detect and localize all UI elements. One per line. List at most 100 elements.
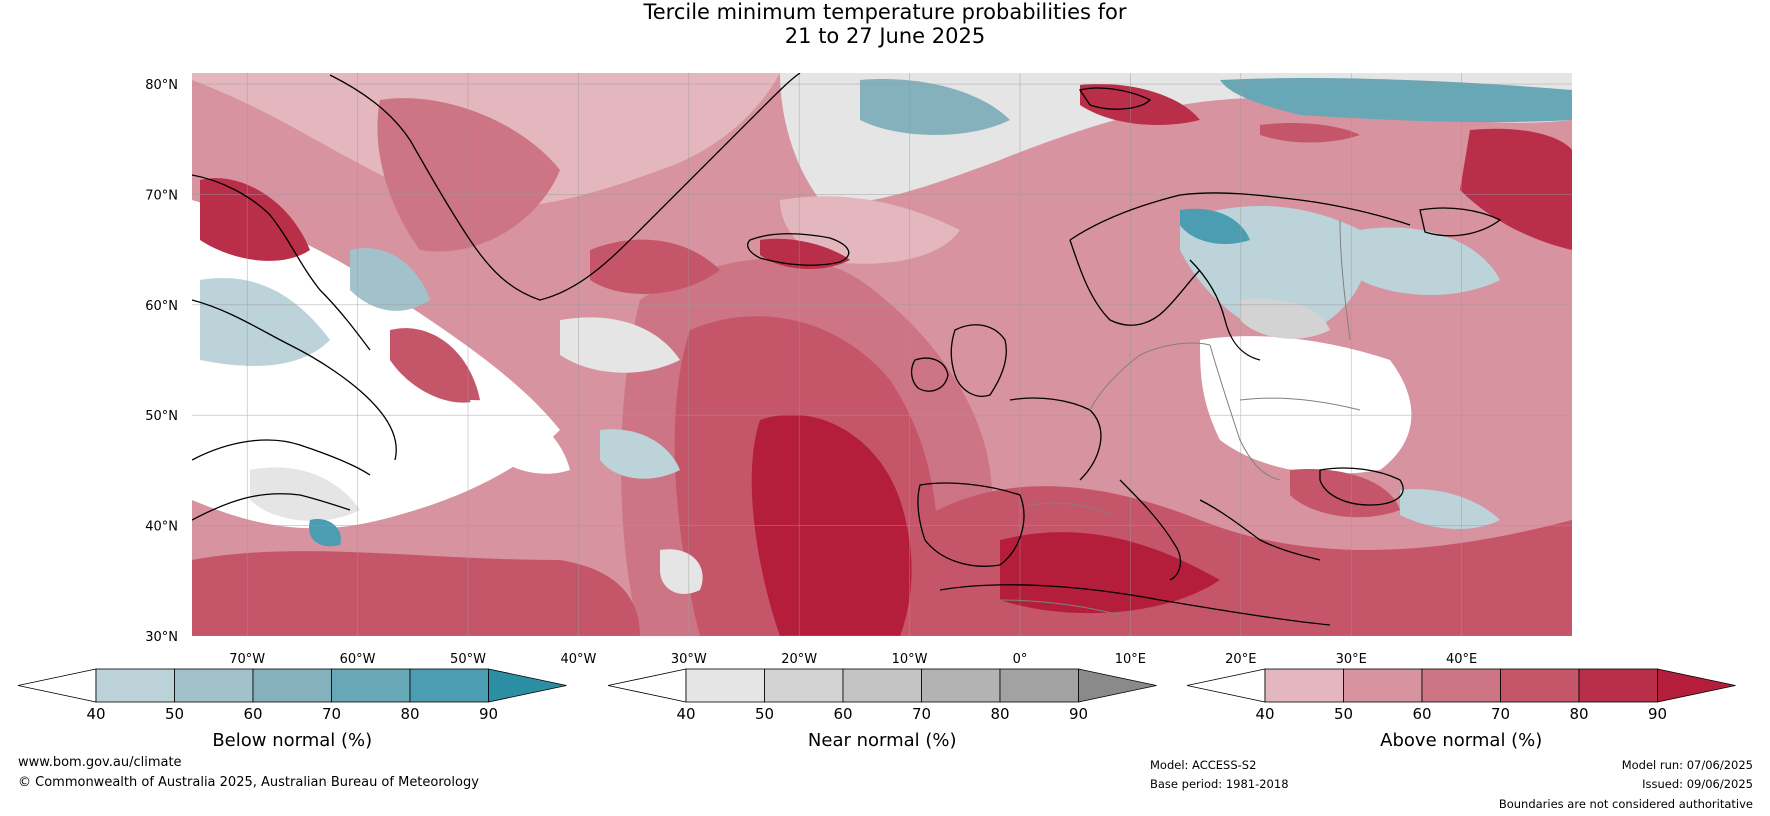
coast-baffin <box>192 174 371 351</box>
coast-norway-south <box>1069 239 1201 326</box>
hudson-cool <box>350 248 430 311</box>
lat-tick-label: 70°N <box>145 188 178 203</box>
colorbar-tick-label: 40 <box>676 705 695 723</box>
colorbar-near: 40 50 60 70 80 90 Near normal (%) <box>607 668 1157 751</box>
lon-tick-label: 10°W <box>892 652 928 667</box>
colorbar-segment <box>1578 668 1658 703</box>
labrador-warm-patch <box>390 328 480 403</box>
colorbar-segment <box>409 668 489 703</box>
colorbar-segment <box>685 668 765 703</box>
colorbar-title: Above normal (%) <box>1380 730 1542 751</box>
irminger-warm <box>590 239 720 294</box>
colorbar-tick-label: 90 <box>1648 705 1667 723</box>
lon-tick-label: 70°W <box>229 652 265 667</box>
colorbar-tick-label: 90 <box>1069 705 1088 723</box>
chart-title: Tercile minimum temperature probabilitie… <box>0 0 1770 48</box>
lon-tick-label: 40°E <box>1446 652 1477 667</box>
colorbar-segment <box>842 668 922 703</box>
azores-near-patch <box>660 549 703 594</box>
website-text: www.bom.gov.au/climate <box>18 755 182 770</box>
baltic-near <box>1240 298 1330 339</box>
colorbar-segment <box>999 668 1079 703</box>
colorbar-segment <box>1264 668 1344 703</box>
lon-tick-label: 20°E <box>1225 652 1256 667</box>
colorbar-segment <box>1343 668 1423 703</box>
lon-tick-label: 30°W <box>671 652 707 667</box>
southwest-warm <box>192 551 640 636</box>
colorbar-tick-label: 60 <box>243 705 262 723</box>
border-finland <box>1339 219 1351 341</box>
russia-north-cool <box>1360 227 1500 295</box>
coast-greenland <box>329 73 801 301</box>
coast-iceland <box>747 233 850 266</box>
colorbar-tick-label: 70 <box>1491 705 1510 723</box>
caspian-cool <box>1400 489 1500 530</box>
colorbar-right-extend <box>488 668 567 703</box>
baffin-warm <box>200 178 310 261</box>
coast-balkans <box>1199 499 1321 561</box>
issued-text: Issued: 09/06/2025 <box>1642 777 1753 791</box>
norwegian-pale <box>780 196 960 264</box>
latitude-ticks: 80°N 70°N 60°N 50°N 40°N 30°N <box>145 78 178 645</box>
colorbar-title: Below normal (%) <box>212 730 372 751</box>
colorbar-tick-label: 90 <box>479 705 498 723</box>
base-period-text: Base period: 1981-2018 <box>1150 777 1289 791</box>
colorbar-tick-label: 60 <box>1412 705 1431 723</box>
title-line-2: 21 to 27 June 2025 <box>784 24 986 48</box>
coastlines <box>192 73 1502 626</box>
coast-black-sea <box>1319 467 1404 506</box>
lat-tick-label: 30°N <box>145 630 178 645</box>
colorbar-below: 40 50 60 70 80 90 Below normal (%) <box>17 668 567 751</box>
disclaimer-text: Boundaries are not considered authoritat… <box>1498 797 1753 811</box>
coast-kola <box>1419 207 1502 237</box>
lon-tick-label: 20°W <box>781 652 817 667</box>
atlantic-near-patch <box>560 317 680 373</box>
coast-north-africa <box>939 584 1331 626</box>
model-text: Model: ACCESS-S2 <box>1150 758 1257 772</box>
colorbar-tick-label: 70 <box>912 705 931 723</box>
lat-tick-label: 60°N <box>145 299 178 314</box>
colorbars: 40 50 60 70 80 90 Below normal (%) 40 50 60 70 80 90… <box>17 668 1736 751</box>
colorbar-tick-label: 60 <box>833 705 852 723</box>
colorbar-left-extend <box>1186 668 1266 703</box>
svalbard-warm <box>1080 84 1200 125</box>
border-pyrenees <box>1029 502 1111 516</box>
coast-sweden <box>1189 259 1261 361</box>
lon-tick-label: 30°E <box>1336 652 1367 667</box>
colorbar-tick-label: 70 <box>322 705 341 723</box>
border-ukraine <box>1239 397 1361 411</box>
colorbar-tick-label: 50 <box>165 705 184 723</box>
colorbar-tick-label: 50 <box>1334 705 1353 723</box>
border-central-europe <box>1089 342 1211 411</box>
colorbar-segment <box>921 668 1001 703</box>
colorbar-right-extend <box>1078 668 1157 703</box>
coast-labrador <box>192 299 397 461</box>
lon-tick-label: 40°W <box>560 652 596 667</box>
colorbar-tick-label: 40 <box>1255 705 1274 723</box>
longitude-ticks: 70°W 60°W 50°W 40°W 30°W 20°W 10°W 0° 10°E 20°E 30… <box>229 652 1477 667</box>
lat-tick-label: 50°N <box>145 409 178 424</box>
border-poland <box>1209 344 1281 481</box>
coast-svalbard <box>1078 87 1152 110</box>
norway-cool-core <box>1180 208 1250 245</box>
colorbar-tick-label: 80 <box>1569 705 1588 723</box>
russia-warm <box>1460 128 1572 250</box>
eastern-europe-neutral <box>1200 336 1412 474</box>
colorbar-left-extend <box>607 668 687 703</box>
colorbar-segment <box>764 668 844 703</box>
colorbar-segment <box>174 668 254 703</box>
labrador-cool <box>200 278 330 366</box>
greenland-warm <box>377 98 560 252</box>
lat-tick-label: 40°N <box>145 520 178 535</box>
border-maghreb <box>999 599 1121 616</box>
map-panel: 80°N 70°N 60°N 50°N 40°N 30°N 70°W 60°W 50°W 40°… <box>145 73 1572 667</box>
colorbar-right-extend <box>1657 668 1736 703</box>
barents-warm-strip <box>1260 123 1360 143</box>
newfoundland-near <box>250 467 360 521</box>
colorbar-segment <box>1421 668 1501 703</box>
iceland-warm <box>760 238 850 270</box>
colorbar-segment <box>1500 668 1580 703</box>
lon-tick-label: 60°W <box>340 652 376 667</box>
mediterranean-core <box>1000 532 1220 614</box>
